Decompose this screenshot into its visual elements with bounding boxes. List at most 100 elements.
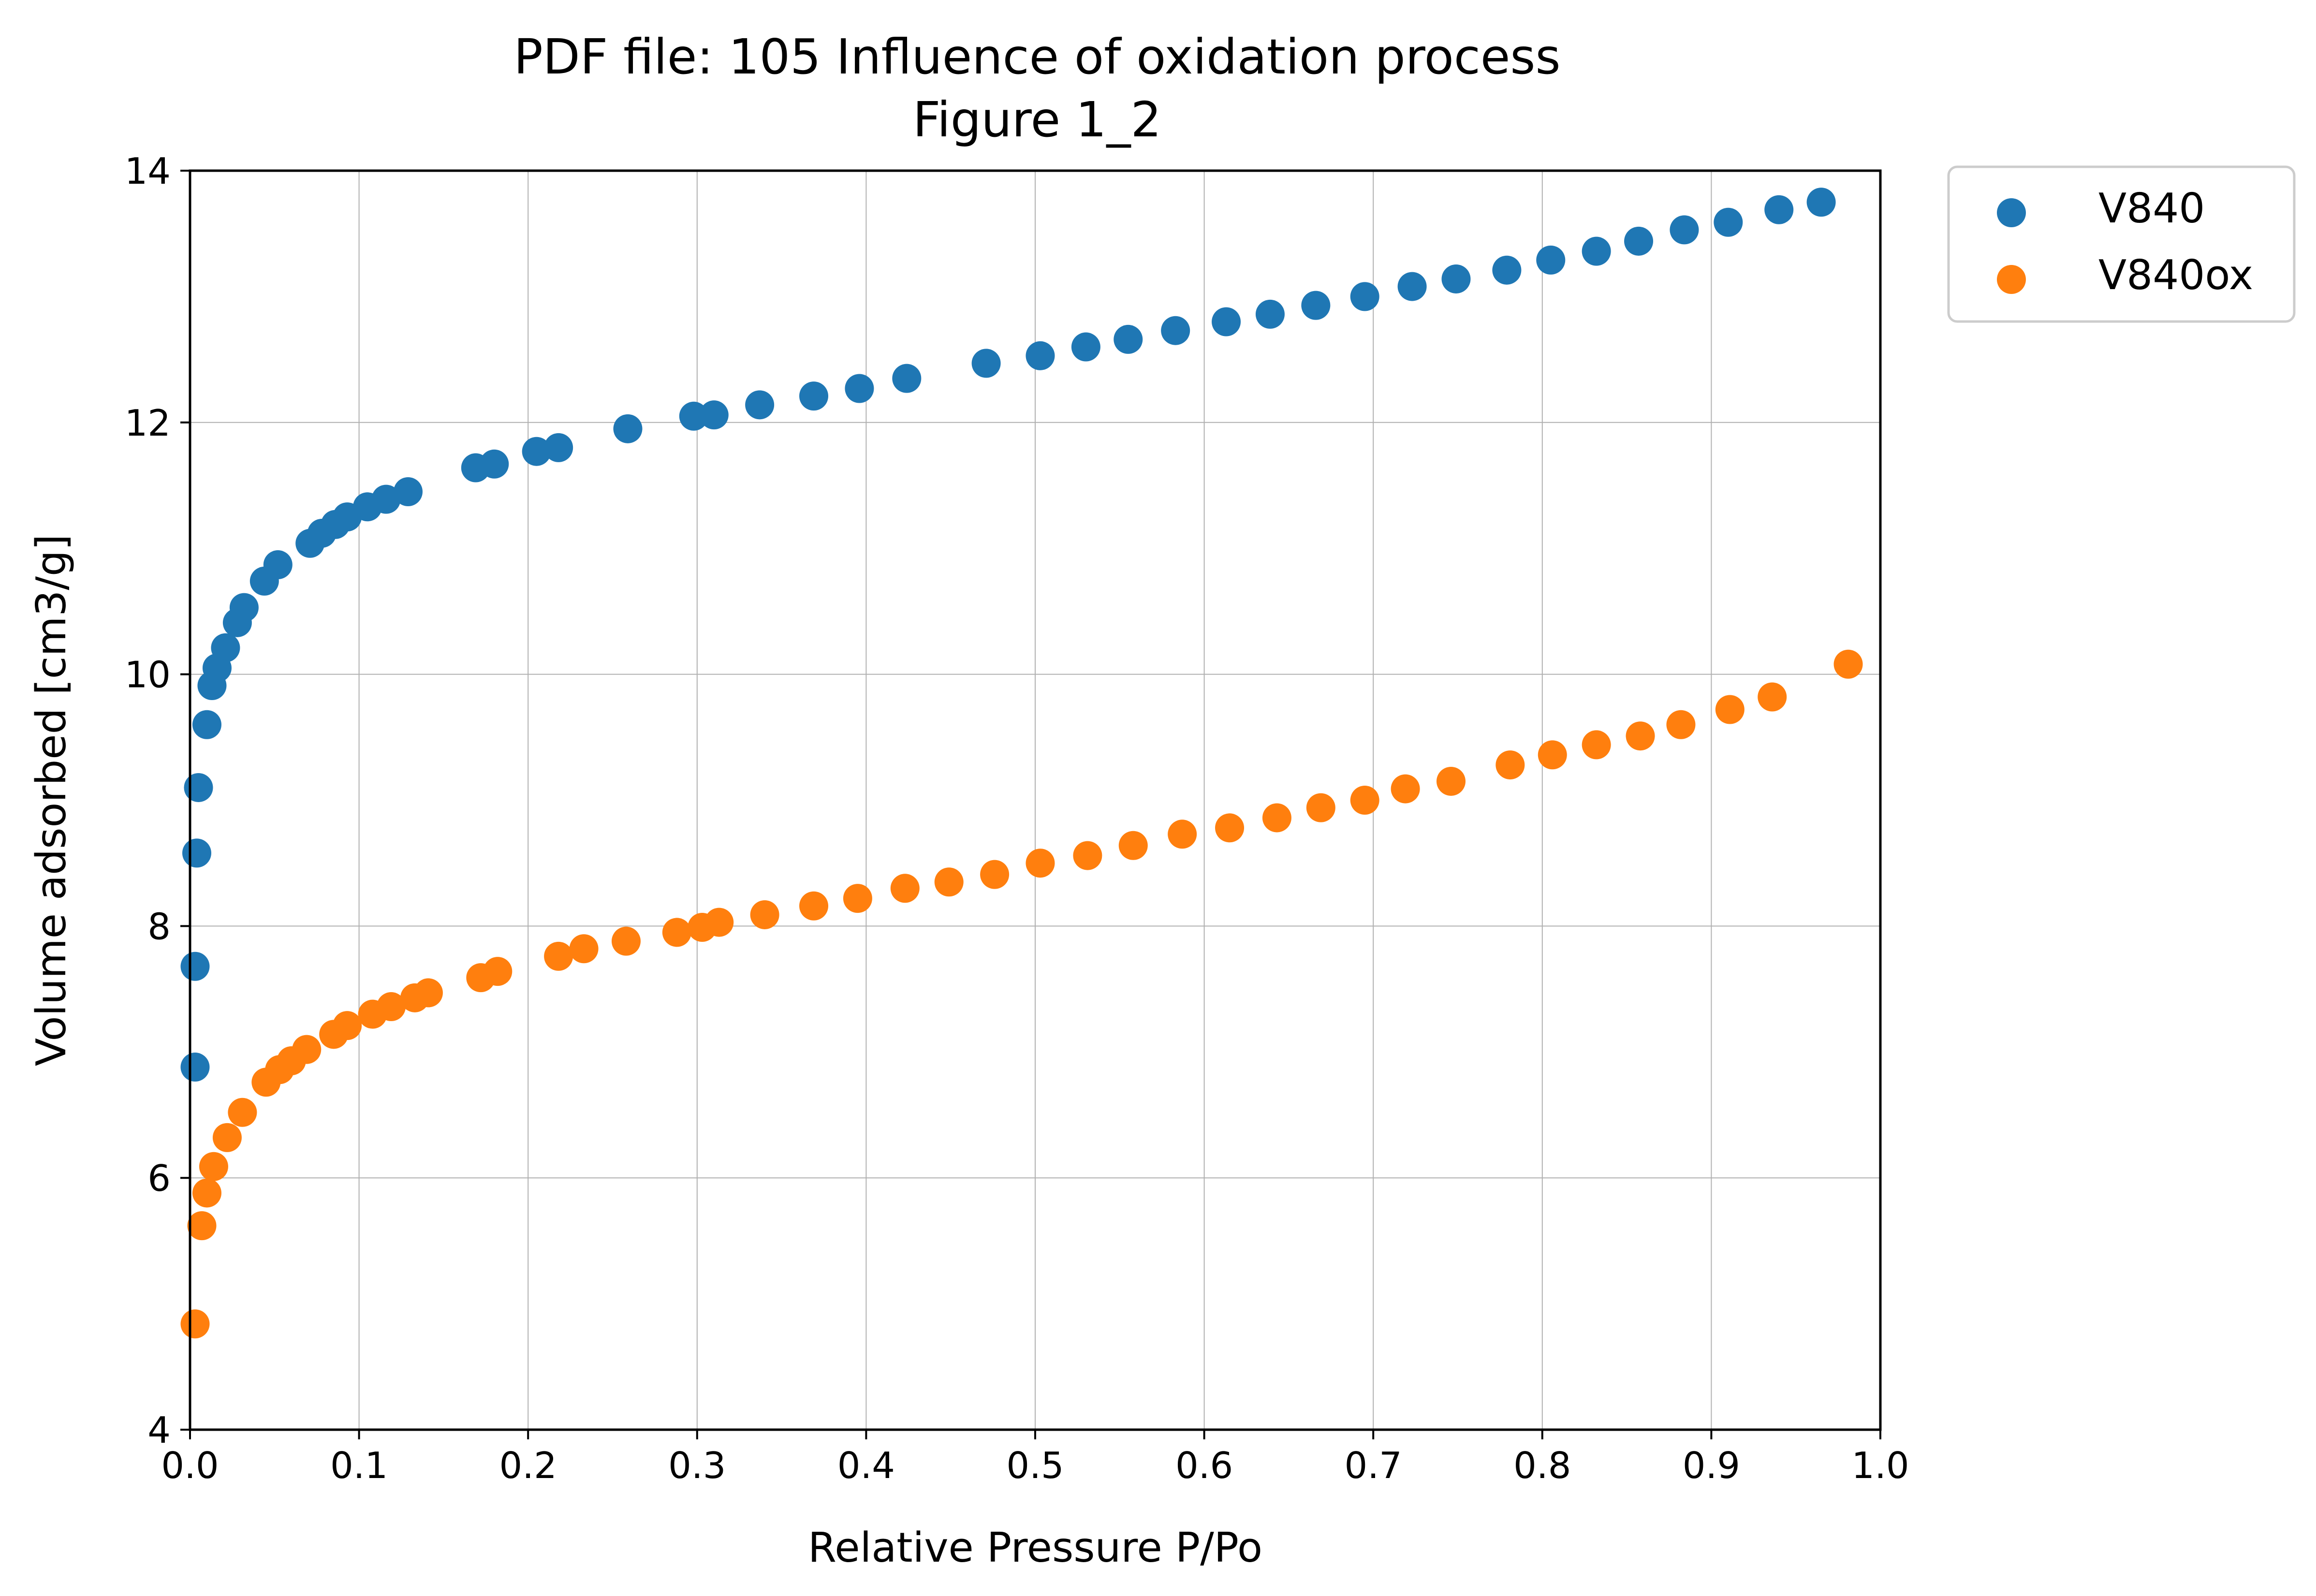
x-tick-label: 0.2 — [499, 1444, 557, 1487]
data-point-v840ox — [1626, 721, 1655, 751]
chart-subtitle: Figure 1_2 — [913, 91, 1161, 148]
data-point-v840ox — [1538, 740, 1567, 770]
data-point-v840ox — [1026, 849, 1055, 878]
y-tick-label: 8 — [147, 905, 171, 948]
data-point-v840 — [544, 433, 573, 462]
data-point-v840 — [1114, 324, 1143, 354]
data-point-v840ox — [980, 860, 1010, 889]
data-point-v840 — [1670, 215, 1699, 245]
legend: V840 V840ox — [1947, 165, 2296, 323]
data-point-v840ox — [890, 874, 920, 903]
data-point-v840ox — [544, 941, 573, 971]
data-point-v840 — [1714, 207, 1743, 237]
data-point-v840 — [1441, 264, 1471, 293]
data-point-v840ox — [1168, 820, 1197, 849]
data-point-v840ox — [292, 1035, 322, 1064]
y-axis-label: Volume adsorbed [cm3/g] — [28, 534, 75, 1066]
data-point-v840ox — [1666, 710, 1696, 739]
data-point-v840ox — [1715, 695, 1744, 724]
data-point-v840 — [211, 633, 240, 662]
y-tick-label: 14 — [125, 150, 171, 192]
legend-frame — [1947, 165, 2296, 323]
x-tick-label: 1.0 — [1851, 1444, 1909, 1487]
data-point-v840 — [1212, 307, 1241, 337]
legend-marker-v840ox — [1997, 265, 2026, 294]
data-point-v840 — [480, 449, 509, 479]
data-point-v840 — [229, 593, 259, 622]
data-point-v840 — [1255, 299, 1285, 329]
data-point-v840 — [393, 477, 423, 507]
y-tick-label: 12 — [125, 402, 171, 444]
data-point-v840 — [182, 838, 211, 868]
data-point-v840ox — [662, 918, 691, 947]
data-point-v840ox — [1215, 813, 1245, 843]
x-tick-label: 0.5 — [1006, 1444, 1064, 1487]
data-point-v840ox — [212, 1123, 242, 1152]
data-point-v840 — [892, 364, 922, 393]
data-point-v840 — [699, 400, 729, 430]
x-tick-label: 0.6 — [1175, 1444, 1233, 1487]
x-tick-label: 0.0 — [161, 1444, 219, 1487]
data-point-v840ox — [180, 1309, 210, 1339]
data-point-v840 — [1026, 341, 1055, 370]
data-point-v840 — [192, 710, 221, 739]
legend-marker-v840 — [1997, 198, 2026, 227]
data-point-v840ox — [611, 926, 641, 956]
x-tick-label: 0.3 — [668, 1444, 726, 1487]
data-point-v840 — [799, 381, 829, 411]
data-point-v840 — [613, 414, 643, 443]
data-point-v840 — [371, 484, 401, 514]
data-point-v840 — [1301, 291, 1331, 320]
data-point-v840 — [971, 349, 1001, 378]
data-point-v840ox — [1262, 803, 1291, 833]
x-tick-label: 0.4 — [837, 1444, 895, 1487]
data-point-v840ox — [1582, 730, 1611, 760]
data-point-v840 — [180, 1053, 210, 1082]
series-v840ox — [180, 649, 1863, 1339]
x-axis-label: Relative Pressure P/Po — [808, 1524, 1262, 1572]
y-tick-label: 4 — [147, 1409, 171, 1451]
data-point-v840ox — [750, 900, 779, 929]
data-point-v840ox — [228, 1098, 257, 1127]
data-point-v840ox — [934, 867, 964, 897]
y-tick-label: 10 — [125, 654, 171, 696]
data-point-v840 — [522, 437, 551, 466]
data-point-v840ox — [192, 1178, 221, 1208]
axis-ticks: 0.0 0.1 0.2 0.3 0.4 0.5 0.6 0.7 0.8 0.9 1.0 4 6 8 10 12… — [125, 150, 1909, 1487]
data-point-v840 — [1624, 226, 1654, 256]
data-point-v840ox — [569, 934, 599, 964]
data-point-v840ox — [1306, 793, 1335, 822]
chart-title: PDF file: 105 Influence of oxidation pro… — [513, 29, 1560, 85]
data-point-v840ox — [1073, 841, 1102, 870]
data-point-v840 — [1350, 282, 1379, 311]
data-point-v840ox — [1833, 649, 1863, 679]
data-point-v840ox — [1118, 831, 1148, 860]
data-point-v840 — [1071, 332, 1100, 362]
data-point-v840 — [845, 374, 874, 403]
data-point-v840ox — [413, 978, 443, 1008]
data-point-v840 — [1536, 245, 1566, 275]
data-series — [180, 188, 1863, 1339]
data-point-v840 — [263, 550, 293, 580]
data-point-v840 — [1582, 236, 1611, 266]
data-point-v840 — [1806, 188, 1836, 217]
data-point-v840ox — [1437, 766, 1466, 796]
x-tick-label: 0.1 — [330, 1444, 388, 1487]
x-tick-label: 0.9 — [1683, 1444, 1740, 1487]
data-point-v840 — [1764, 195, 1794, 224]
data-point-v840ox — [483, 957, 513, 986]
data-point-v840 — [180, 952, 210, 981]
data-point-v840ox — [704, 908, 734, 937]
data-point-v840ox — [799, 891, 829, 921]
data-point-v840ox — [187, 1211, 217, 1241]
data-point-v840ox — [843, 884, 872, 913]
data-point-v840 — [184, 773, 213, 802]
data-point-v840 — [1161, 316, 1190, 345]
x-tick-label: 0.8 — [1513, 1444, 1571, 1487]
data-point-v840 — [1492, 255, 1522, 285]
data-point-v840ox — [1350, 786, 1379, 815]
legend-label-v840ox: V840ox — [2098, 251, 2253, 299]
data-point-v840ox — [1391, 774, 1420, 804]
